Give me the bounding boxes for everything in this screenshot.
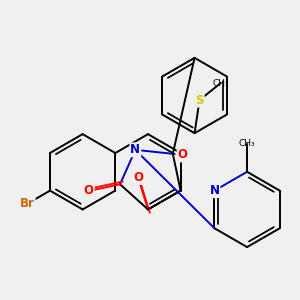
Text: O: O — [133, 171, 143, 184]
Text: Br: Br — [20, 197, 34, 210]
Text: O: O — [84, 184, 94, 197]
Text: O: O — [178, 148, 188, 161]
Text: N: N — [209, 184, 220, 197]
Text: CH₃: CH₃ — [212, 79, 229, 88]
Text: N: N — [130, 143, 140, 156]
Text: CH₃: CH₃ — [239, 139, 255, 148]
Text: S: S — [195, 94, 204, 106]
